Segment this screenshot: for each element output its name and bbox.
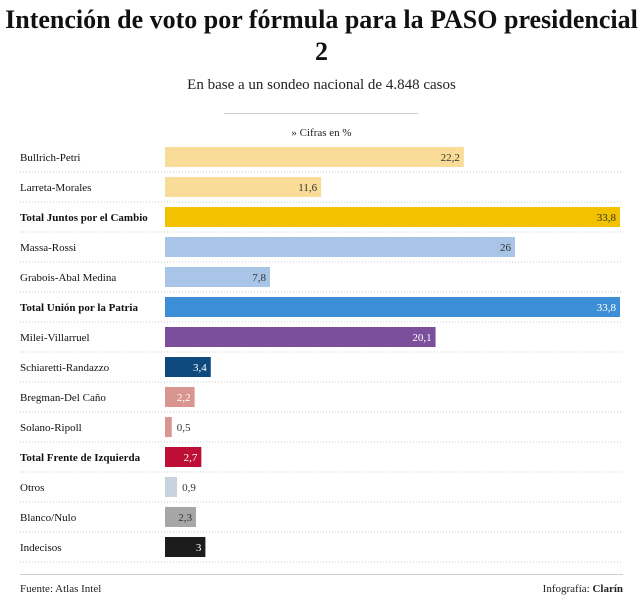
unit-note: » Cifras en %: [291, 127, 352, 139]
value-label: 0,5: [177, 422, 191, 434]
source-note: Fuente: Atlas Intel: [20, 583, 102, 595]
category-label: Blanco/Nulo: [20, 512, 77, 524]
value-label: 3: [196, 542, 202, 554]
bar: [165, 387, 195, 407]
bar: [165, 207, 620, 227]
value-label: 20,1: [412, 332, 431, 344]
category-label: Grabois-Abal Medina: [20, 272, 116, 284]
chart-subtitle: En base a un sondeo nacional de 4.848 ca…: [187, 77, 456, 93]
category-label: Milei-Villarruel: [20, 332, 90, 344]
credit-brand: Clarín: [592, 583, 623, 595]
value-label: 26: [500, 242, 512, 254]
bar: [165, 147, 464, 167]
value-label: 22,2: [441, 152, 460, 164]
bar: [165, 507, 196, 527]
value-label: 33,8: [597, 302, 617, 314]
category-label: Total Juntos por el Cambio: [20, 212, 148, 224]
category-label: Bregman-Del Caño: [20, 392, 106, 404]
chart-title: Intención de voto por fórmula para la PA…: [5, 5, 638, 66]
category-label: Larreta-Morales: [20, 182, 91, 194]
category-label: Total Frente de Izquierda: [20, 452, 141, 464]
bar: [165, 267, 270, 287]
bar: [165, 357, 211, 377]
bar: [165, 537, 206, 557]
value-label: 33,8: [597, 212, 617, 224]
value-label: 2,7: [184, 452, 198, 464]
category-label: Massa-Rossi: [20, 242, 76, 254]
bar: [165, 327, 436, 347]
title-divider: [224, 113, 418, 114]
value-label: 3,4: [193, 362, 207, 374]
value-label: 7,8: [252, 272, 266, 284]
credit-prefix: Infografía:: [542, 583, 593, 595]
category-label: Indecisos: [20, 542, 62, 554]
bar: [165, 417, 172, 437]
value-label: 0,9: [182, 482, 196, 494]
category-label: Bullrich-Petri: [20, 152, 81, 164]
bar: [165, 477, 178, 497]
credit-note: Infografía: Clarín: [543, 583, 623, 595]
bar-chart: Bullrich-Petri 22,2 Larreta-Morales 11,6 Tot…: [20, 147, 623, 563]
category-label: Schiaretti-Randazzo: [20, 362, 110, 374]
bar: [165, 447, 202, 467]
category-label: Solano-Ripoll: [20, 422, 82, 434]
footer-divider: [20, 574, 623, 575]
bar: [165, 237, 515, 257]
category-label: Otros: [20, 482, 44, 494]
bar: [165, 297, 620, 317]
value-label: 2,2: [177, 392, 191, 404]
category-label: Total Unión por la Patria: [20, 302, 138, 314]
bar: [165, 177, 322, 197]
value-label: 2,3: [178, 512, 192, 524]
value-label: 11,6: [298, 182, 317, 194]
